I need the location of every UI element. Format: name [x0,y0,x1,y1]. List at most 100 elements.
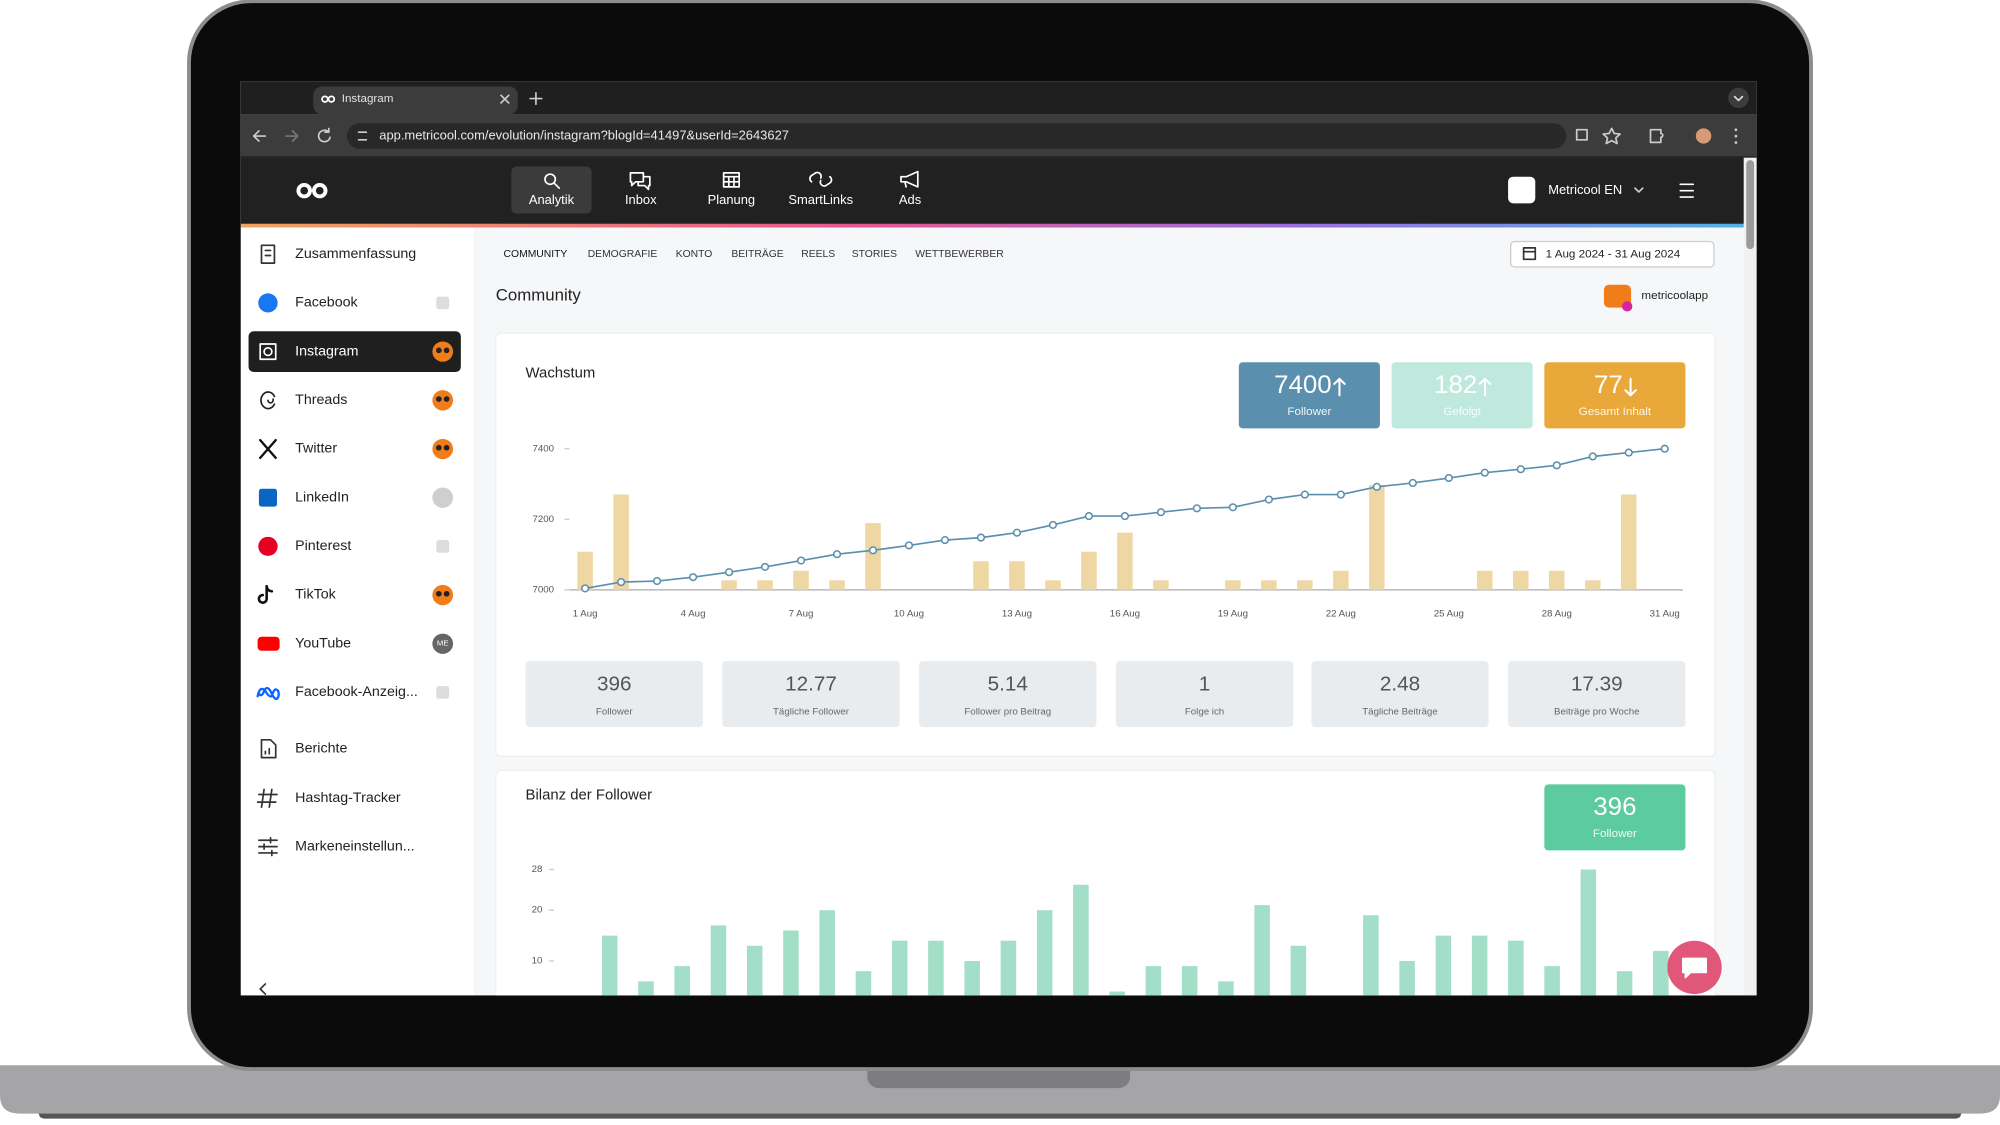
translate[interactable] [1575,128,1588,141]
sidebar-item[interactable]: Facebook-Anzeig... [295,683,418,699]
address-bar[interactable] [346,123,1567,149]
sidebar-item[interactable]: YouTube [295,635,351,651]
sidebar-item[interactable]: Zusammenfassung [295,245,416,261]
sidebar-tool[interactable]: Berichte [295,740,347,756]
y-tick-label: 10 [532,956,543,967]
badge [436,686,450,699]
balance-bar [1435,935,1452,996]
badge-eye [435,396,442,402]
nav-item[interactable]: Ads [899,192,921,207]
tab[interactable] [313,86,518,115]
tab-link[interactable]: WETTBEWERBER [915,249,1003,260]
icon [256,788,278,809]
sidebar-item[interactable]: Twitter [295,440,337,456]
tab-close[interactable] [500,94,510,104]
new-tab[interactable] [529,91,543,106]
icon [259,438,277,460]
icon [258,488,278,507]
stat-value: 1 [1199,673,1211,696]
follower-point [1264,495,1274,504]
content-bar [1297,580,1313,590]
badge [432,341,454,362]
tab-link[interactable]: STORIES [852,249,897,260]
balance-bar [928,940,944,996]
x-tick-label: 31 Aug [1650,609,1680,620]
content-bar [865,523,881,590]
nav-active [511,166,592,214]
nav-item[interactable]: Inbox [625,192,657,207]
back[interactable] [252,130,267,142]
balance-bar [1580,869,1597,996]
content-bar [1548,570,1565,590]
tab-link[interactable]: KONTO [676,249,713,260]
follower-point [1192,504,1202,513]
nav-item[interactable]: Analytik [529,192,575,207]
follower-point [1480,468,1489,477]
x-tick-label: 28 Aug [1542,609,1572,620]
site-info [357,131,368,141]
balance-bar [1073,884,1089,996]
icon [257,636,280,651]
follower-point [652,576,662,586]
sidebar-item[interactable]: TikTok [295,586,337,602]
badge-eye [435,444,442,451]
x-tick-label: 7 Aug [789,609,814,620]
balance-bar [1508,940,1524,996]
stat-box [722,661,900,728]
badge-text: ME [437,639,449,648]
follower-point [1084,512,1094,521]
sidebar-tool[interactable]: Markeneinstellun... [295,837,414,853]
collapse[interactable] [259,983,267,995]
forward[interactable] [285,130,299,142]
tab-link[interactable]: COMMUNITY [504,249,568,260]
balance-bar [1616,971,1633,996]
extensions[interactable] [1649,128,1664,144]
follower-point [1336,490,1345,499]
follower-point [1552,461,1561,470]
stat-label: Tägliche Follower [773,706,850,717]
sidebar-item[interactable]: Pinterest [295,537,351,553]
sidebar-item[interactable]: Facebook [295,294,358,310]
tab-link[interactable]: DEMOGRAFIE [588,249,658,260]
nav-icon [544,173,561,189]
badge [432,438,454,460]
y-tick-label: 7400 [532,443,554,454]
date-picker[interactable] [1510,240,1715,268]
follower-point [1408,478,1417,488]
x-tick-label: 1 Aug [573,609,598,620]
follower-point [904,541,914,550]
balance-bar [1653,950,1669,996]
sidebar-item[interactable]: LinkedIn [295,488,349,504]
bookmark[interactable] [1602,127,1621,145]
follower-point [616,578,626,587]
sidebar-item[interactable]: Instagram [295,342,358,358]
tab-link[interactable]: BEITRÄGE [731,248,783,260]
hamburger[interactable] [1679,183,1695,198]
follower-point [1300,490,1309,499]
icon [260,244,276,264]
balance-bar [1000,940,1017,996]
stat-label: Folge ich [1185,706,1224,717]
favicon [327,95,336,103]
badge [432,487,454,508]
balance-bar [1218,981,1234,996]
balance-bar [819,910,835,996]
balance-bar [855,971,872,996]
scroll-thumb[interactable] [1746,160,1755,250]
tab-menu-icon[interactable] [1733,95,1744,102]
kpi-value: 182 [1434,371,1477,399]
content-bar [757,580,773,590]
nav-item[interactable]: Planung [708,192,755,207]
nav-item[interactable]: SmartLinks [788,192,853,207]
sidebar-tool[interactable]: Hashtag-Tracker [295,789,401,805]
card-title: Wachstum [526,366,596,382]
balance-bar [891,940,908,996]
reload[interactable] [317,127,331,143]
sidebar-item[interactable]: Threads [295,391,347,407]
kpi-box [1391,362,1533,429]
follower-point [976,533,986,542]
account-name[interactable]: Metricool EN [1548,182,1622,197]
tab-link[interactable]: REELS [801,249,835,260]
follower-point [1228,503,1238,512]
